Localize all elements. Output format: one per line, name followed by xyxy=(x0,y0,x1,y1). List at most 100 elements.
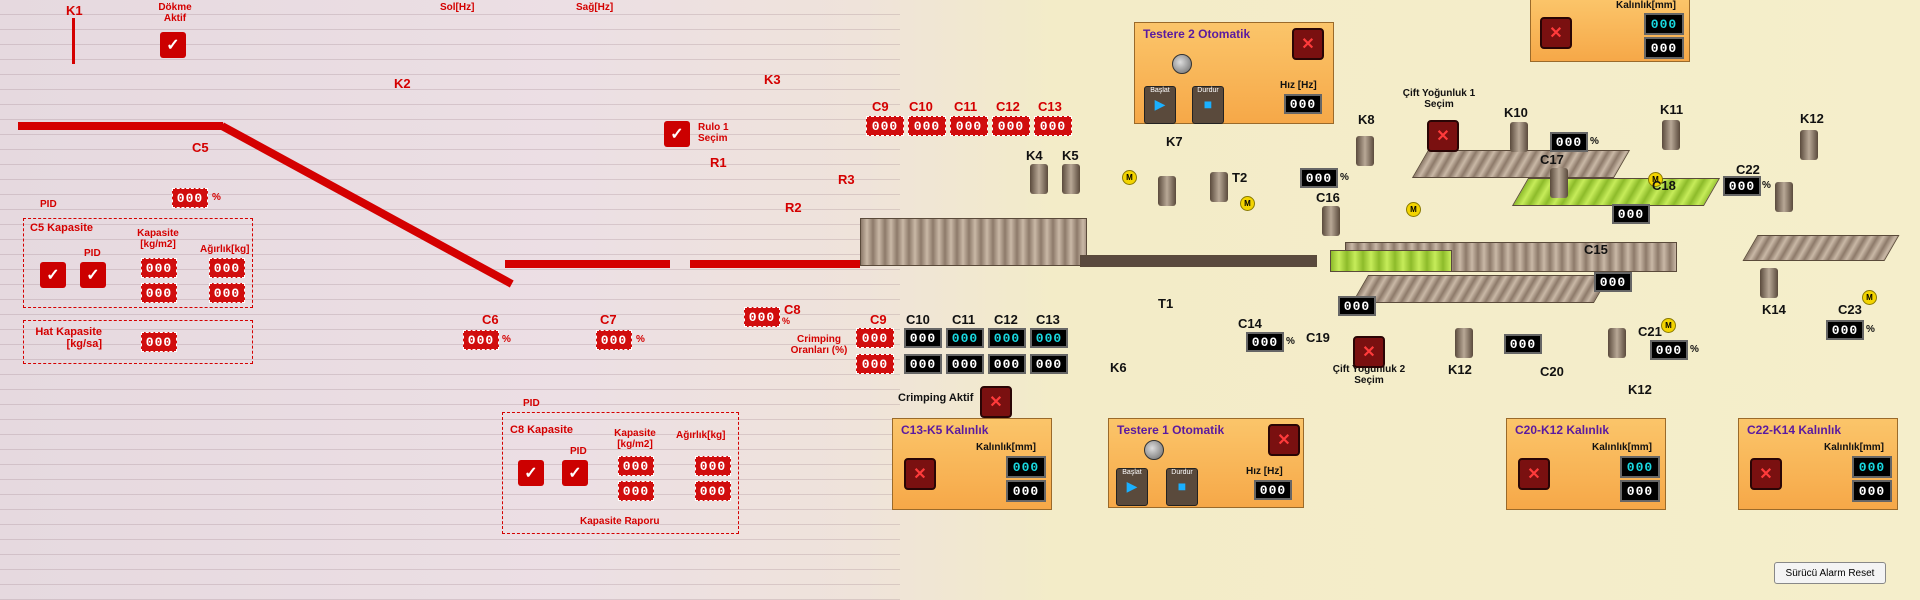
rulo-button[interactable]: ✓ xyxy=(664,121,690,147)
m-badge-4: M xyxy=(1648,172,1663,187)
c19-value: 000 xyxy=(1338,296,1376,316)
testere-1-stop-button[interactable]: Durdur ■ xyxy=(1166,468,1198,506)
cs-r1-c9: 000 xyxy=(856,328,894,348)
cift-yogunluk-1-button[interactable]: ✕ xyxy=(1427,120,1459,152)
top-right-value-2: 000 xyxy=(1644,37,1684,59)
c20-k12-value-2: 000 xyxy=(1620,480,1660,502)
rulo-label: Rulo 1 Seçim xyxy=(698,122,729,144)
c8-pid-outer: PID xyxy=(523,398,540,409)
motor-k4 xyxy=(1030,164,1048,194)
c8-value: 000 xyxy=(744,307,780,327)
red-conveyor-2 xyxy=(505,260,670,268)
c22-value: 000 xyxy=(1723,176,1761,196)
testere-1-start-label: Başlat xyxy=(1122,469,1142,476)
c17-value: 000 xyxy=(1550,132,1588,152)
testere-2-stop-button[interactable]: Durdur ■ xyxy=(1192,86,1224,124)
sag-hz-label: Sağ[Hz] xyxy=(576,2,614,13)
k11-label: K11 xyxy=(1660,102,1684,117)
cs-r2-c11: 000 xyxy=(946,354,984,374)
c14-value: 000 xyxy=(1246,332,1284,352)
r3-label: R3 xyxy=(838,172,855,187)
top-right-value-1: 000 xyxy=(1644,13,1684,35)
cs-bottom-label-c11: C11 xyxy=(952,312,976,327)
c5-unit: % xyxy=(212,192,221,203)
c8-kapasite-value-1: 000 xyxy=(618,456,654,476)
motor-k14 xyxy=(1760,268,1778,298)
c6-unit: % xyxy=(502,334,511,345)
motor-k8 xyxy=(1356,136,1374,166)
k6-label: K6 xyxy=(1110,360,1127,375)
c13-k5-button[interactable]: ✕ xyxy=(904,458,936,490)
surucu-alarm-reset-button[interactable]: Sürücü Alarm Reset xyxy=(1774,562,1886,584)
c21-unit: % xyxy=(1690,344,1699,355)
cift-yogunluk-2-label: Çift Yoğunluk 2 Seçim xyxy=(1332,364,1406,386)
cs-top-value-c13: 000 xyxy=(1034,116,1072,136)
c5-capacity-frame xyxy=(23,218,253,308)
r2-label: R2 xyxy=(785,200,802,215)
cs-r1-c13: 000 xyxy=(1030,328,1068,348)
top-right-button[interactable]: ✕ xyxy=(1540,17,1572,49)
c5-label: C5 xyxy=(192,140,209,155)
c6-label: C6 xyxy=(482,312,499,327)
upper-conveyor-green xyxy=(1511,178,1721,206)
c20-k12-button[interactable]: ✕ xyxy=(1518,458,1550,490)
motor-k12-mid xyxy=(1455,328,1473,358)
c5-capacity-button[interactable]: ✓ xyxy=(40,262,66,288)
c21-value: 000 xyxy=(1650,340,1688,360)
motor-k11 xyxy=(1662,120,1680,150)
c5-agirlik-value-1: 000 xyxy=(209,258,245,278)
cift-yogunluk-2-button[interactable]: ✕ xyxy=(1353,336,1385,368)
cs-bottom-label-c12: C12 xyxy=(994,312,1018,327)
c5-agirlik-label: Ağırlık[kg] xyxy=(200,244,250,255)
c22-unit: % xyxy=(1762,180,1771,191)
testere-2-hiz-value[interactable]: 000 xyxy=(1284,94,1322,114)
k1-feeder xyxy=(72,18,75,64)
red-conveyor-1 xyxy=(18,122,223,130)
c6-value: 000 xyxy=(463,330,499,350)
cs-r1-c10: 000 xyxy=(904,328,942,348)
c22-k14-title: C22-K14 Kalınlık xyxy=(1747,423,1842,437)
cs-top-label-c11: C11 xyxy=(954,99,978,114)
c5-pid-button[interactable]: ✓ xyxy=(80,262,106,288)
c5-pid-label: PID xyxy=(84,248,101,259)
cs-r1-c12: 000 xyxy=(988,328,1026,348)
c7-label: C7 xyxy=(600,312,617,327)
testere-1-hiz-value[interactable]: 000 xyxy=(1254,480,1292,500)
saw-belt xyxy=(1080,255,1317,267)
c23-label: C23 xyxy=(1838,302,1862,317)
testere-1-hiz-label: Hız [Hz] xyxy=(1246,466,1283,477)
dokme-button[interactable]: ✓ xyxy=(160,32,186,58)
crimping-aktif-button[interactable]: ✕ xyxy=(980,386,1012,418)
c22-k14-button[interactable]: ✕ xyxy=(1750,458,1782,490)
c22-k14-value-2: 000 xyxy=(1852,480,1892,502)
c5-pid-outer: PID xyxy=(40,199,57,210)
c20-value: 000 xyxy=(1504,334,1542,354)
c23-value: 000 xyxy=(1826,320,1864,340)
motor-c16 xyxy=(1322,206,1340,236)
cs-top-label-c13: C13 xyxy=(1038,99,1062,114)
cs-r1-c11: 000 xyxy=(946,328,984,348)
testere-2-close-button[interactable]: ✕ xyxy=(1292,28,1324,60)
cs-top-label-c12: C12 xyxy=(996,99,1020,114)
c5-kapasite-value-2: 000 xyxy=(141,283,177,303)
c5-value: 000 xyxy=(172,188,208,208)
c8-pid-button[interactable]: ✓ xyxy=(562,460,588,486)
cift-yogunluk-1-label: Çift Yoğunluk 1 Seçim xyxy=(1402,88,1476,110)
c14-label: C14 xyxy=(1238,316,1262,331)
c13-k5-value-2: 000 xyxy=(1006,480,1046,502)
testere-1-start-button[interactable]: Başlat ▶ xyxy=(1116,468,1148,506)
c17-unit: % xyxy=(1590,136,1599,147)
c8-report-label: Kapasite Raporu xyxy=(580,516,660,527)
testere-1-close-button[interactable]: ✕ xyxy=(1268,424,1300,456)
c15-value: 000 xyxy=(1594,272,1632,292)
cs-bottom-label-c9: C9 xyxy=(870,312,887,327)
stop-icon: ■ xyxy=(1203,96,1213,112)
c8-kapasite-label: Kapasite [kg/m2] xyxy=(614,428,656,450)
crimping-aktif-label: Crimping Aktif xyxy=(898,392,974,404)
motor-k5 xyxy=(1062,164,1080,194)
c8-unit: % xyxy=(782,316,791,326)
c8-capacity-button[interactable]: ✓ xyxy=(518,460,544,486)
motor-k10 xyxy=(1510,122,1528,152)
testere-2-start-button[interactable]: Başlat ▶ xyxy=(1144,86,1176,124)
c20-k12-title: C20-K12 Kalınlık xyxy=(1515,423,1610,437)
